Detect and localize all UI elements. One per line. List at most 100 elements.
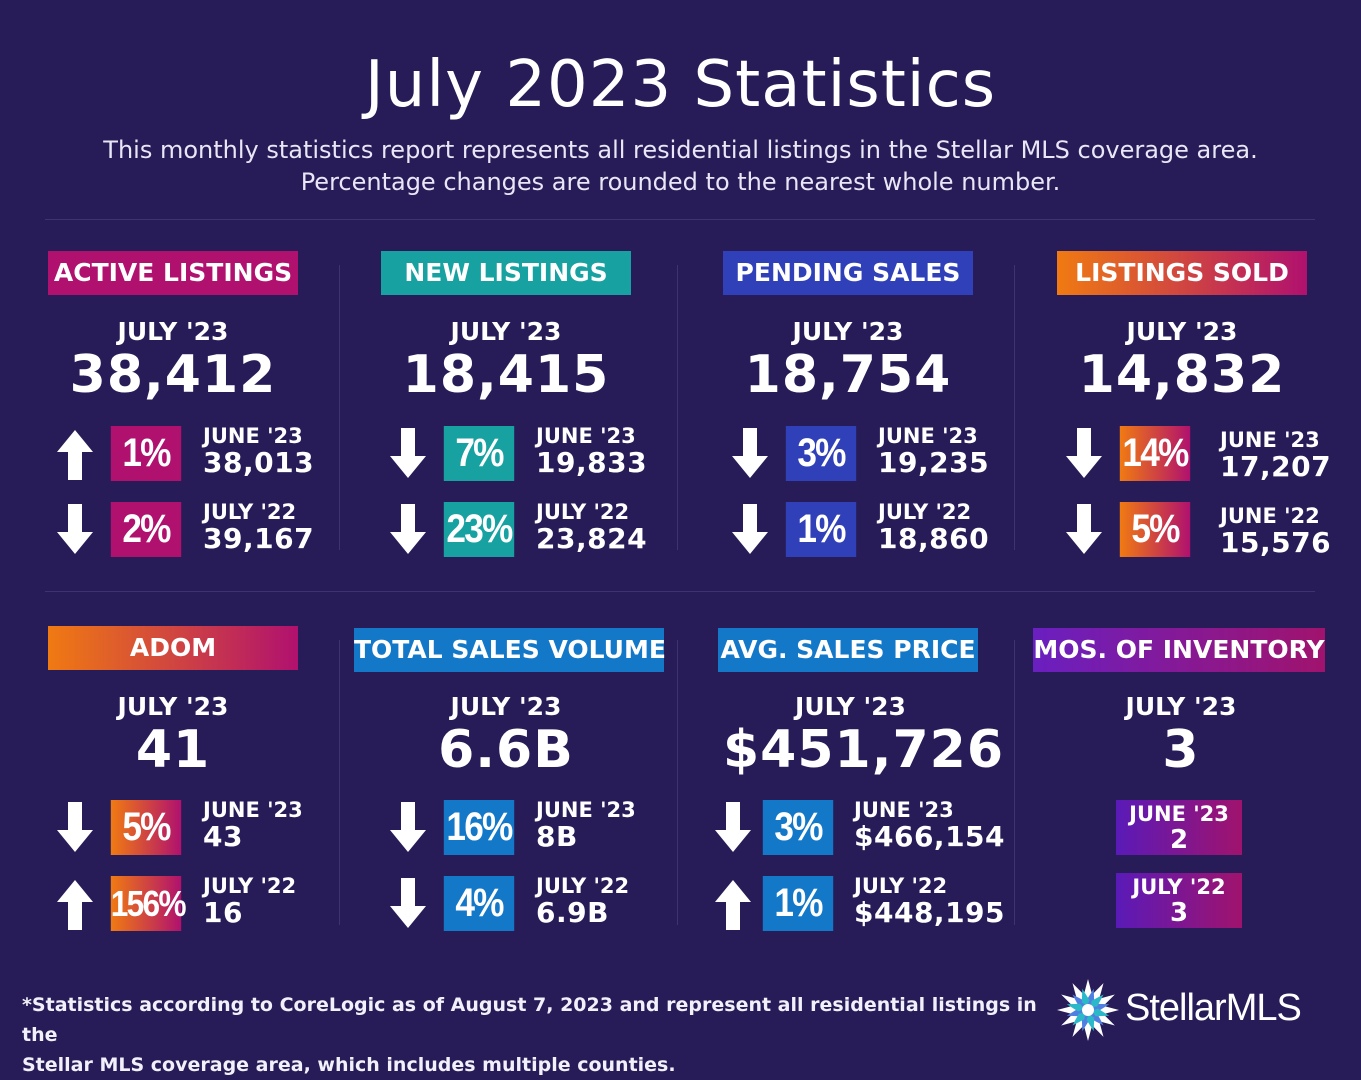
comparison-block: JUNE '23 38,013 <box>203 424 314 478</box>
panel-period: JULY '23 <box>450 317 562 346</box>
comparison-block: JULY '22 3 <box>1116 873 1242 928</box>
months-of-inventory-panel: MOS. OF INVENTORY JULY '23 3 JUNE '23 2 … <box>1033 628 1353 958</box>
page-title: July 2023 Statistics <box>364 48 997 122</box>
percent-change-badge: 14% <box>1119 426 1191 481</box>
arrow-up-icon <box>57 430 93 480</box>
arrow-down-icon <box>1066 504 1102 554</box>
comparison-label: JUNE '23 <box>203 424 303 448</box>
percent-change-badge: 1% <box>762 876 834 931</box>
column-divider <box>677 265 678 550</box>
comparison-value: 8B <box>536 820 578 853</box>
comparison-label: JUNE '23 <box>854 798 954 822</box>
comparison-value: 19,235 <box>878 446 990 479</box>
arrow-down-icon <box>390 428 426 478</box>
comparison-value: 17,207 <box>1220 450 1332 483</box>
arrow-down-icon <box>57 802 93 852</box>
arrow-down-icon <box>390 802 426 852</box>
comparison-block: JUNE '23 19,235 <box>878 424 989 478</box>
avg-sales-price-panel: AVG. SALES PRICE JULY '23 $451,726 3% JU… <box>715 628 1038 958</box>
percent-change-badge: 5% <box>110 800 182 855</box>
comparison-value: 15,576 <box>1220 526 1332 559</box>
panel-label: NEW LISTINGS <box>381 251 631 295</box>
percent-change-badge: 1% <box>785 502 857 557</box>
comparison-block: JULY '22 $448,195 <box>854 874 1005 928</box>
arrow-down-icon <box>390 504 426 554</box>
panel-value: 18,415 <box>402 345 610 405</box>
comparison-block: JUNE '23 17,207 <box>1220 428 1331 482</box>
comparison-value: 18,860 <box>878 522 990 555</box>
percent-change-badge: 4% <box>443 876 515 931</box>
comparison-label: JULY '22 <box>203 500 297 524</box>
logo-text: StellarMLS <box>1125 987 1302 1029</box>
pending-sales-panel: PENDING SALES JULY '23 18,754 3% JUNE '2… <box>723 251 1043 581</box>
arrow-down-icon <box>390 878 426 928</box>
comparison-block: JUNE '23 $466,154 <box>854 798 1005 852</box>
middle-divider <box>45 591 1315 592</box>
comparison-label: JULY '22 <box>854 874 948 898</box>
column-divider <box>677 640 678 925</box>
active-listings-panel: ACTIVE LISTINGS JULY '23 38,412 1% JUNE … <box>48 251 368 581</box>
panel-period: JULY '23 <box>795 692 906 721</box>
panel-value: 6.6B <box>438 720 574 780</box>
panel-period: JULY '23 <box>1125 692 1237 721</box>
top-divider <box>45 219 1315 220</box>
starburst-logo-icon <box>1057 979 1119 1041</box>
panel-label: AVG. SALES PRICE <box>718 628 978 672</box>
percent-change-badge: 16% <box>443 800 515 855</box>
comparison-block: JULY '22 39,167 <box>203 500 314 554</box>
percent-change-badge: 1% <box>110 426 182 481</box>
comparison-label: JUNE '22 <box>1220 504 1320 528</box>
panel-period: JULY '23 <box>117 317 229 346</box>
arrow-up-icon <box>57 880 93 930</box>
stellar-mls-logo: StellarMLS <box>1055 975 1305 1045</box>
comparison-value: 23,824 <box>536 522 648 555</box>
panel-value: 14,832 <box>1078 345 1286 405</box>
column-divider <box>339 640 340 925</box>
column-divider <box>1014 640 1015 925</box>
panel-value: $451,726 <box>723 720 1005 780</box>
comparison-label: JUNE '23 <box>536 798 636 822</box>
subtitle-line-2: Percentage changes are rounded to the ne… <box>300 168 1061 196</box>
comparison-block: JULY '22 6.9B <box>536 874 629 928</box>
comparison-block: JULY '22 23,824 <box>536 500 647 554</box>
percent-change-badge: 2% <box>110 502 182 557</box>
footnote-line-1: *Statistics according to CoreLogic as of… <box>22 994 1037 1046</box>
new-listings-panel: NEW LISTINGS JULY '23 18,415 7% JUNE '23… <box>381 251 701 581</box>
panel-label: LISTINGS SOLD <box>1057 251 1307 295</box>
arrow-down-icon <box>57 504 93 554</box>
comparison-label: JULY '22 <box>536 874 630 898</box>
comparison-value: 39,167 <box>203 522 315 555</box>
comparison-block: JUNE '23 2 <box>1116 800 1242 855</box>
comparison-label: JULY '22 <box>878 500 972 524</box>
panel-value: 41 <box>135 720 211 780</box>
comparison-value: 19,833 <box>536 446 648 479</box>
column-divider <box>339 265 340 550</box>
listings-sold-panel: LISTINGS SOLD JULY '23 14,832 14% JUNE '… <box>1057 251 1361 581</box>
arrow-down-icon <box>715 802 751 852</box>
arrow-down-icon <box>732 504 768 554</box>
panel-period: JULY '23 <box>117 692 229 721</box>
comparison-block: JUNE '22 15,576 <box>1220 504 1331 558</box>
comparison-value: 6.9B <box>536 896 609 929</box>
comparison-label: JUNE '23 <box>1220 428 1320 452</box>
panel-label: ADOM <box>48 626 298 670</box>
percent-change-badge: 3% <box>762 800 834 855</box>
comparison-block: JULY '22 18,860 <box>878 500 989 554</box>
subtitle-line-1: This monthly statistics report represent… <box>103 136 1258 164</box>
comparison-block: JULY '22 16 <box>203 874 296 928</box>
comparison-block: JUNE '23 8B <box>536 798 636 852</box>
total-sales-volume-panel: TOTAL SALES VOLUME JULY '23 6.6B 16% JUN… <box>354 628 674 958</box>
comparison-label: JUNE '23 <box>1129 802 1229 826</box>
panel-value: 18,754 <box>744 345 952 405</box>
comparison-value: 3 <box>1169 898 1189 928</box>
comparison-value: 38,013 <box>203 446 315 479</box>
comparison-block: JUNE '23 19,833 <box>536 424 647 478</box>
arrow-up-icon <box>715 880 751 930</box>
comparison-label: JULY '22 <box>203 874 297 898</box>
panel-value: 3 <box>1162 720 1200 780</box>
comparison-label: JULY '22 <box>1132 875 1226 899</box>
adom-panel: ADOM JULY '23 41 5% JUNE '23 43 156% JUL… <box>48 626 368 956</box>
column-divider <box>1014 265 1015 550</box>
panel-label: PENDING SALES <box>723 251 973 295</box>
footnote-line-2: Stellar MLS coverage area, which include… <box>22 1054 676 1076</box>
